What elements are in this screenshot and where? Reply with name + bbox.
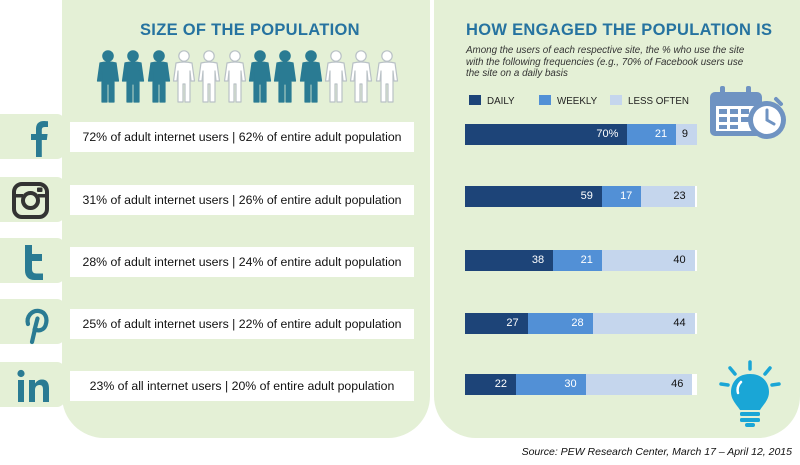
person-outline-icon [324, 50, 348, 103]
bar-row-linkedin: 22 30 46 [465, 374, 697, 395]
linkedin-tile [0, 362, 65, 407]
legend-swatch-daily [469, 95, 481, 105]
instagram-tile [0, 177, 65, 222]
person-outline-icon [197, 50, 221, 103]
segment-less-often: 44 [592, 313, 695, 334]
segment-daily: 70% [465, 124, 628, 145]
person-outline-icon [172, 50, 196, 103]
twitter-tile [0, 238, 65, 283]
segment-less-often: 23 [641, 186, 695, 207]
population-size-title: SIZE OF THE POPULATION [140, 21, 360, 39]
person-outline-icon [349, 50, 373, 103]
population-stat-row: 23% of all internet users | 20% of entir… [70, 371, 414, 401]
person-filled-icon [248, 50, 272, 103]
person-outline-icon [375, 50, 399, 103]
pinterest-tile [0, 299, 65, 345]
engagement-panel [434, 0, 800, 438]
bar-row-instagram: 59 17 23 [465, 186, 697, 207]
person-filled-icon [299, 50, 323, 103]
facebook-tile [0, 114, 65, 159]
people-pictogram [96, 50, 399, 105]
calendar-clock-icon [710, 86, 786, 139]
segment-weekly: 30 [516, 374, 586, 395]
person-filled-icon [147, 50, 171, 103]
bar-row-twitter: 38 21 40 [465, 250, 697, 271]
segment-weekly: 21 [553, 250, 602, 271]
population-stat-row: 31% of adult internet users | 26% of ent… [70, 185, 414, 215]
facebook-icon [31, 121, 48, 157]
lightbulb-icon [719, 360, 781, 427]
population-stat-row: 25% of adult internet users | 22% of ent… [70, 309, 414, 339]
segment-less-often: 40 [601, 250, 695, 271]
segment-weekly: 28 [527, 313, 593, 334]
twitter-icon [25, 245, 43, 280]
legend-daily: DAILY [469, 95, 515, 109]
source-note: Source: PEW Research Center, March 17 – … [521, 446, 792, 458]
person-filled-icon [96, 50, 120, 103]
segment-daily: 27 [465, 313, 528, 334]
segment-weekly: 21 [627, 124, 677, 145]
segment-weekly: 17 [601, 186, 642, 207]
legend-less-often: LESS OFTEN [610, 95, 689, 109]
population-stat-row: 72% of adult internet users | 62% of ent… [70, 122, 414, 152]
instagram-icon [12, 182, 49, 219]
segment-daily: 38 [465, 250, 554, 271]
engagement-title: HOW ENGAGED THE POPULATION IS [466, 21, 773, 39]
person-outline-icon [223, 50, 247, 103]
legend-swatch-less-often [610, 95, 622, 105]
bar-row-pinterest: 27 28 44 [465, 313, 697, 334]
legend-weekly: WEEKLY [539, 95, 597, 109]
pinterest-icon [25, 308, 49, 345]
person-filled-icon [273, 50, 297, 103]
linkedin-icon [17, 369, 49, 402]
segment-less-often: 46 [585, 374, 693, 395]
person-filled-icon [121, 50, 145, 103]
segment-daily: 22 [465, 374, 517, 395]
population-stat-row: 28% of adult internet users | 24% of ent… [70, 247, 414, 277]
bar-row-facebook: 70% 21 9 [465, 124, 697, 145]
engagement-note: Among the users of each respective site,… [466, 45, 745, 79]
segment-daily: 59 [465, 186, 602, 207]
segment-less-often: 9 [676, 124, 697, 145]
legend-swatch-weekly [539, 95, 551, 105]
